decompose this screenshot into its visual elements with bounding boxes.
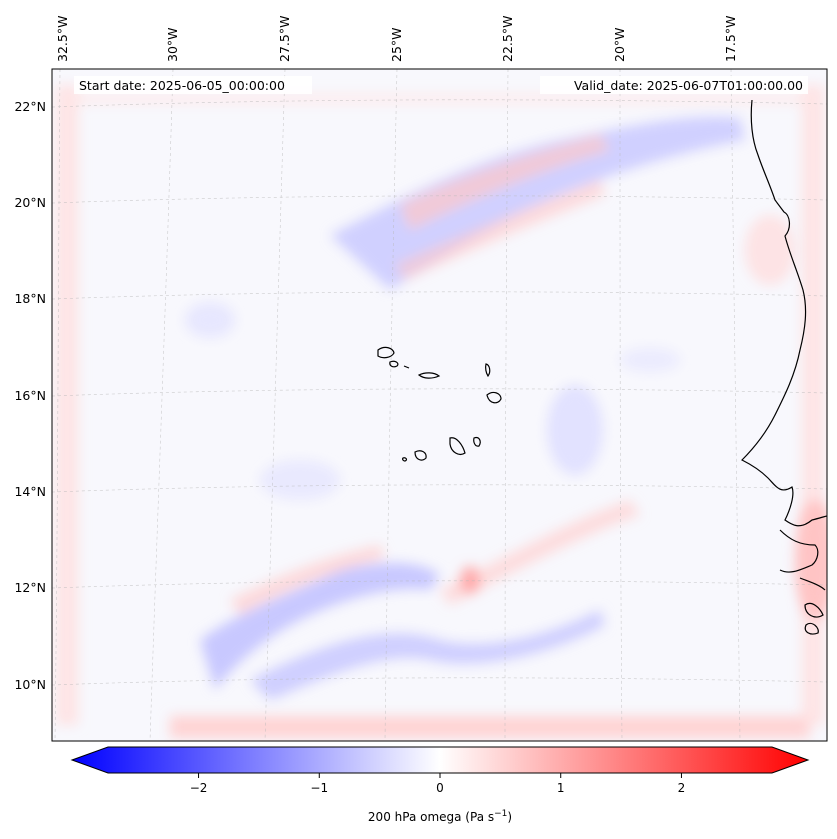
colorbar-tick-label: −1	[310, 781, 328, 795]
lon-tick: 32.5°W	[55, 16, 70, 62]
omega-field	[185, 116, 827, 700]
lon-tick: 20°W	[612, 27, 627, 62]
colorbar-ramp	[72, 747, 808, 773]
colorbar-label: 200 hPa omega (Pa s−1)	[368, 809, 512, 824]
lat-tick: 14°N	[14, 484, 46, 499]
lat-tick-labels: 22°N 20°N 18°N 16°N 14°N 12°N 10°N	[14, 99, 46, 692]
header-labels: Start date: 2025-06-05_00:00:00 Valid_da…	[74, 76, 808, 94]
lat-tick: 12°N	[14, 580, 46, 595]
colorbar-ticks: −2 −1 0 1 2	[190, 773, 686, 795]
start-date-label: Start date: 2025-06-05_00:00:00	[79, 78, 285, 93]
lat-tick: 16°N	[14, 388, 46, 403]
lon-tick: 30°W	[165, 27, 180, 62]
colorbar-tick-label: 0	[436, 781, 444, 795]
cape-verde-islands	[377, 346, 502, 462]
colorbar-tick-label: 1	[557, 781, 565, 795]
lon-tick-labels: 32.5°W 30°W 27.5°W 25°W 22.5°W 20°W 17.5…	[55, 16, 738, 62]
graticule	[52, 69, 827, 741]
lon-tick: 17.5°W	[723, 16, 738, 62]
colorbar-outline	[70, 746, 810, 774]
boundary-tint	[56, 85, 824, 738]
lon-tick: 27.5°W	[277, 16, 292, 62]
valid-date-label: Valid_date: 2025-06-07T01:00:00.00	[574, 78, 803, 93]
colorbar-tick-label: 2	[678, 781, 686, 795]
coastline	[740, 99, 827, 635]
colorbar-tick-label: −2	[190, 781, 208, 795]
lat-tick: 22°N	[14, 99, 46, 114]
lat-tick: 18°N	[14, 291, 46, 306]
lat-tick: 20°N	[14, 195, 46, 210]
lon-tick: 25°W	[389, 27, 404, 62]
lat-tick: 10°N	[14, 677, 46, 692]
map-frame	[51, 68, 828, 742]
lon-tick: 22.5°W	[500, 16, 515, 62]
colorbar: −2 −1 0 1 2 200 hPa omega (Pa s−1)	[70, 746, 810, 824]
map-panel: Start date: 2025-06-05_00:00:00 Valid_da…	[52, 69, 827, 741]
